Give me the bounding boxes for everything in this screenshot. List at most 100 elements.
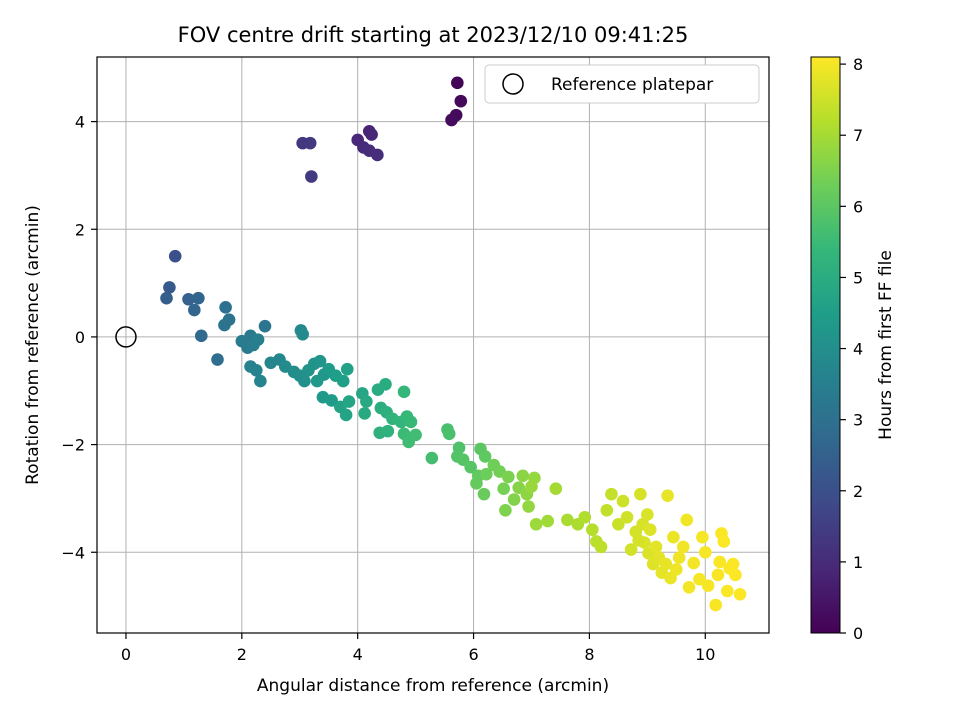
data-point [296, 327, 309, 341]
data-point [211, 353, 224, 366]
data-point [612, 517, 625, 531]
data-point [464, 460, 477, 474]
data-point [729, 568, 742, 582]
data-point [687, 556, 700, 570]
data-point [192, 291, 205, 305]
data-point [696, 530, 709, 544]
data-point [667, 530, 680, 544]
data-point [516, 469, 530, 483]
colorbar: 0 1 2 3 4 5 6 7 8 Hours from first FF file [810, 55, 896, 643]
data-point [305, 170, 318, 183]
data-point [404, 415, 418, 429]
data-point [600, 503, 614, 517]
y-tick-label: 2 [75, 220, 85, 239]
data-point [451, 76, 464, 90]
data-point [720, 584, 734, 598]
data-point [310, 374, 324, 388]
data-point [298, 374, 311, 388]
colorbar-tick-label: 1 [853, 553, 863, 572]
data-point [624, 543, 638, 556]
data-point [605, 487, 618, 501]
data-point [313, 354, 327, 368]
x-tick-label: 4 [353, 645, 363, 664]
x-tick-label: 8 [584, 645, 594, 664]
colorbar-tick-label: 5 [853, 268, 863, 287]
data-point [632, 534, 645, 547]
data-point [661, 489, 674, 503]
colorbar-label: Hours from first FF file [876, 250, 896, 440]
colorbar-scale [810, 56, 841, 634]
data-point [672, 551, 686, 564]
data-point [258, 319, 272, 333]
data-point [442, 427, 456, 441]
data-point [717, 535, 731, 548]
data-point [339, 408, 353, 422]
y-axis-label: Rotation from reference (arcmin) [23, 205, 43, 485]
data-point [325, 394, 338, 407]
grid-lines [97, 57, 769, 633]
reference-marker-layer [115, 326, 137, 348]
data-point [160, 291, 173, 305]
data-point [522, 500, 535, 513]
y-axis-ticks: −4 −2 0 2 4 [61, 113, 97, 562]
data-point [649, 540, 663, 554]
data-point [620, 510, 634, 524]
data-point [478, 450, 492, 463]
data-point [682, 580, 696, 594]
colorbar-tick-label: 3 [853, 411, 863, 430]
data-point [641, 508, 654, 521]
data-point [698, 545, 712, 559]
reference-platepar-marker [115, 326, 137, 348]
data-point [303, 136, 317, 150]
data-point [586, 523, 599, 536]
x-tick-label: 6 [468, 645, 478, 664]
data-point [711, 568, 725, 582]
data-point [425, 451, 439, 465]
data-point [594, 540, 608, 554]
data-point [358, 407, 371, 420]
data-point [163, 281, 176, 294]
data-point [477, 487, 491, 501]
data-point [381, 424, 395, 438]
y-tick-label: −4 [61, 543, 85, 562]
plot-frame [96, 56, 770, 634]
colorbar-tick-label: 7 [853, 126, 863, 145]
colorbar-tick-label: 4 [853, 340, 863, 359]
colorbar-tick-label: 8 [853, 55, 863, 74]
data-point [713, 555, 727, 569]
data-point [251, 333, 265, 346]
data-point [634, 487, 647, 501]
data-point [529, 517, 543, 531]
data-point [445, 113, 458, 127]
x-axis-ticks: 0 2 4 6 8 10 [121, 633, 715, 664]
legend-reference-marker [502, 73, 524, 95]
x-tick-label: 10 [695, 645, 715, 664]
colorbar-tick-label: 2 [853, 482, 863, 501]
data-point [659, 557, 673, 571]
data-point [250, 364, 263, 377]
data-point [182, 292, 195, 306]
colorbar-tick-label: 6 [853, 197, 863, 216]
data-point [541, 514, 555, 528]
data-point [726, 557, 740, 571]
data-point [507, 493, 521, 506]
y-tick-label: 0 [75, 328, 85, 347]
data-point [701, 579, 715, 592]
legend: Reference platepar [484, 64, 760, 104]
data-point [497, 482, 510, 496]
data-point [218, 318, 231, 332]
data-point [525, 480, 538, 493]
legend-label: Reference platepar [551, 75, 713, 95]
data-point [709, 598, 723, 612]
data-point [168, 249, 182, 263]
data-point [340, 362, 354, 376]
data-point [397, 385, 411, 399]
data-point [342, 395, 356, 408]
data-point [670, 563, 683, 576]
data-point [733, 587, 747, 601]
y-tick-label: 4 [75, 113, 85, 132]
data-point [188, 303, 201, 317]
data-point [365, 128, 378, 141]
data-point [676, 540, 690, 554]
data-point [219, 301, 232, 314]
